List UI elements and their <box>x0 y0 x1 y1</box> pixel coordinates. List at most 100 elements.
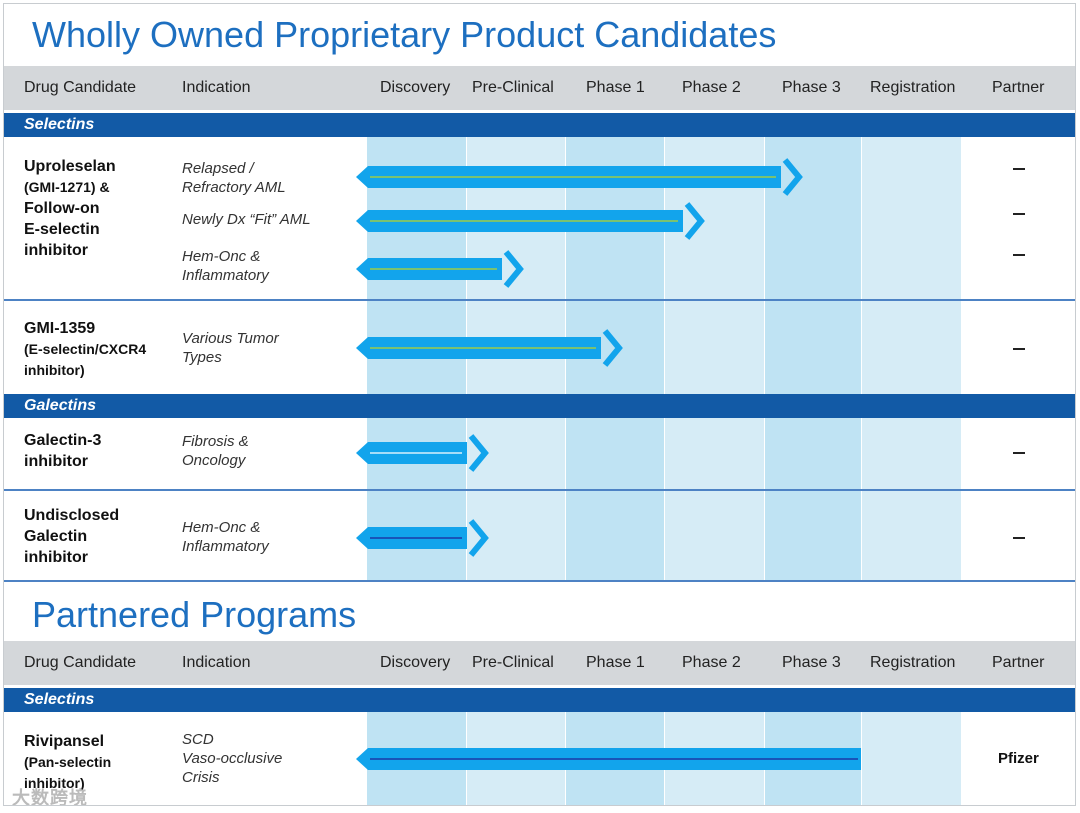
indication-line: Inflammatory <box>182 538 269 555</box>
candidate-rivipansel: Rivipansel (Pan-selectin inhibitor) <box>24 731 111 794</box>
indication-line: Types <box>182 349 222 366</box>
progress-arrow <box>356 202 705 240</box>
indication-line: Relapsed / <box>182 160 254 177</box>
indication-line: Various Tumor <box>182 330 279 347</box>
row-divider <box>4 489 1075 491</box>
indication-newly-dx-aml: Newly Dx “Fit” AML <box>182 210 311 229</box>
candidate-name-line: Uproleselan <box>24 158 116 175</box>
header-drug-candidate: Drug Candidate <box>24 79 137 96</box>
partner-none-dash <box>1013 537 1025 539</box>
watermark: 大数跨境 <box>12 788 88 806</box>
header-phase3: Phase 3 <box>782 654 841 671</box>
progress-arrow <box>356 329 623 367</box>
header-registration: Registration <box>870 79 956 96</box>
partner-none-dash <box>1013 213 1025 215</box>
header-drug-candidate: Drug Candidate <box>24 654 137 671</box>
candidate-name-line: Galectin <box>24 528 88 545</box>
candidate-name-line: Rivipansel <box>24 733 105 750</box>
header-discovery: Discovery <box>380 79 451 96</box>
partnered-title: Partnered Programs <box>32 594 357 635</box>
partner-pfizer: Pfizer <box>998 750 1039 767</box>
partnered-table-header: Drug Candidate Indication Discovery Pre-… <box>4 641 1075 685</box>
indication-relapsed-aml: Relapsed / Refractory AML <box>182 159 286 197</box>
section-partnered-selectins: Selectins <box>4 688 1075 712</box>
candidate-uproleselan: Uproleselan (GMI-1271) & Follow-on E-sel… <box>24 156 116 261</box>
col-registration-shade <box>862 137 961 581</box>
indication-line: Hem-Onc & <box>182 519 261 536</box>
section-label: Galectins <box>24 397 97 414</box>
indication-line: Crisis <box>182 769 220 786</box>
header-phase3: Phase 3 <box>782 79 841 96</box>
progress-bar-hem-onc-galectin <box>356 519 506 557</box>
candidate-name-line: E-selectin <box>24 221 100 238</box>
indication-line: Hem-Onc & <box>182 248 261 265</box>
header-phase2: Phase 2 <box>682 79 741 96</box>
header-phase1: Phase 1 <box>586 79 645 96</box>
indication-line: Oncology <box>182 452 246 469</box>
header-discovery: Discovery <box>380 654 451 671</box>
partner-none-dash <box>1013 452 1025 454</box>
indication-line: Vaso-occlusive <box>182 750 283 767</box>
candidate-gmi-1359: GMI-1359 (E-selectin/CXCR4 inhibitor) <box>24 318 146 381</box>
candidate-name-line: Follow-on <box>24 200 100 217</box>
progress-arrow <box>356 519 489 557</box>
progress-bar-fibrosis-oncology <box>356 434 506 472</box>
section-label: Selectins <box>24 116 95 133</box>
header-preclinical: Pre-Clinical <box>472 654 554 671</box>
pipeline-slide: Wholly Owned Proprietary Product Candida… <box>3 3 1076 806</box>
progress-bar-hem-onc-selectin <box>356 250 536 288</box>
table-header: Drug Candidate Indication Discovery Pre-… <box>4 66 1075 110</box>
indication-hem-onc: Hem-Onc & Inflammatory <box>182 247 269 285</box>
candidate-name-line: inhibitor <box>24 549 88 566</box>
progress-bar-various-tumor <box>356 329 636 367</box>
header-registration: Registration <box>870 654 956 671</box>
partner-none-dash <box>1013 348 1025 350</box>
candidate-name-line: (Pan-selectin <box>24 754 112 770</box>
col-registration-shade-2 <box>862 712 961 805</box>
candidate-name-line: (E-selectin/CXCR4 <box>24 341 147 357</box>
indication-line: Inflammatory <box>182 267 269 284</box>
indication-line: Newly Dx “Fit” AML <box>182 211 311 228</box>
header-indication: Indication <box>182 654 251 671</box>
candidate-name-line: GMI-1359 <box>24 320 96 337</box>
candidate-undisclosed-galectin: Undisclosed Galectin inhibitor <box>24 505 119 568</box>
partner-none-dash <box>1013 168 1025 170</box>
table-bottom-divider <box>4 580 1075 582</box>
section-label: Selectins <box>24 691 95 708</box>
indication-hem-onc-galectin: Hem-Onc & Inflammatory <box>182 518 269 556</box>
indication-scd-voc: SCD Vaso-occlusive Crisis <box>182 730 282 787</box>
progress-arrow <box>356 158 803 196</box>
candidate-name-line: inhibitor <box>24 242 88 259</box>
candidate-name-line: Galectin-3 <box>24 432 102 449</box>
candidate-name-line: inhibitor <box>24 453 88 470</box>
candidate-name-line: Undisclosed <box>24 507 120 524</box>
header-phase2: Phase 2 <box>682 654 741 671</box>
candidate-galectin-3: Galectin-3 inhibitor <box>24 430 101 472</box>
candidate-code-line: (GMI-1271) & <box>24 179 110 195</box>
section-galectins: Galectins <box>4 394 1075 418</box>
progress-bar-relapsed-aml <box>356 158 806 196</box>
partner-none-dash <box>1013 254 1025 256</box>
col-phase3-shade <box>765 137 861 581</box>
indication-various-tumor: Various Tumor Types <box>182 329 279 367</box>
col-phase2-shade <box>665 137 764 581</box>
indication-line: SCD <box>182 731 214 748</box>
indication-line: Fibrosis & <box>182 433 249 450</box>
indication-line: Refractory AML <box>182 179 286 196</box>
progress-arrow <box>356 250 524 288</box>
progress-bar-newly-dx-aml <box>356 202 716 240</box>
header-partner: Partner <box>992 79 1045 96</box>
progress-arrow <box>356 434 489 472</box>
header-preclinical: Pre-Clinical <box>472 79 554 96</box>
header-indication: Indication <box>182 79 251 96</box>
page-title: Wholly Owned Proprietary Product Candida… <box>32 14 777 55</box>
header-partner: Partner <box>992 654 1045 671</box>
header-phase1: Phase 1 <box>586 654 645 671</box>
progress-arrow <box>356 748 861 770</box>
indication-fibrosis-oncology: Fibrosis & Oncology <box>182 432 249 470</box>
candidate-name-line: inhibitor) <box>24 362 85 378</box>
section-selectins: Selectins <box>4 113 1075 137</box>
row-divider <box>4 299 1075 301</box>
progress-bar-scd-voc <box>356 748 866 770</box>
candidate-name-line: inhibitor) <box>24 775 85 791</box>
